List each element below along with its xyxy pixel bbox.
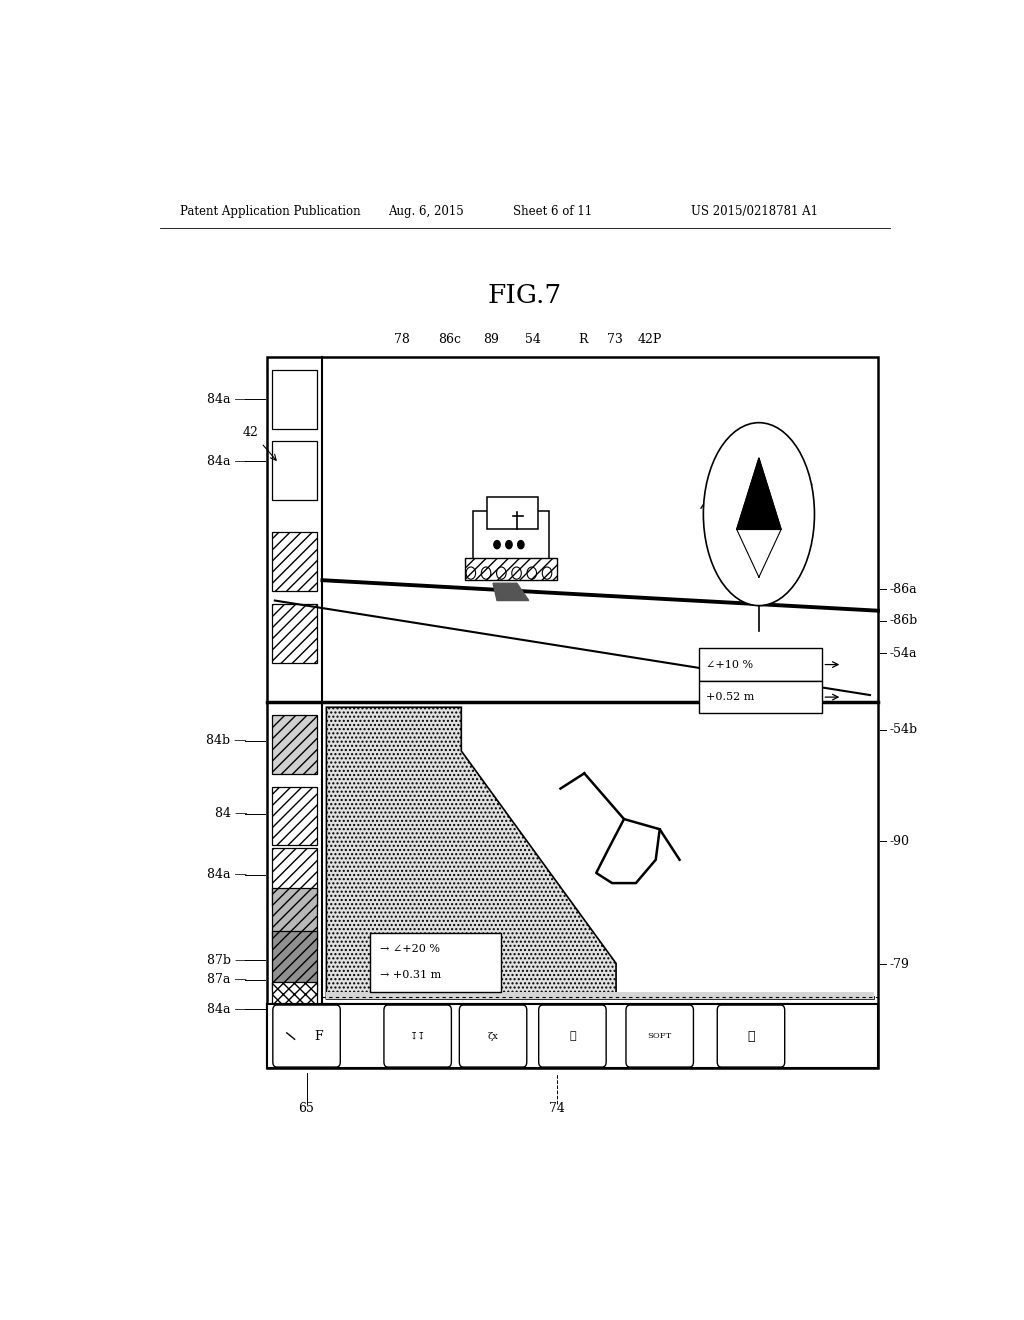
Polygon shape [736,529,781,577]
Bar [272,787,316,846]
Bar [473,511,549,560]
Text: F: F [314,1030,323,1043]
Bar [272,847,316,907]
Text: 84b —: 84b — [207,734,247,747]
Text: +0.52 m: +0.52 m [706,692,754,702]
Text: SOFT: SOFT [647,1032,672,1040]
Bar [272,370,316,429]
Bar [465,558,557,581]
Text: 84a —: 84a — [207,393,247,405]
Bar [267,1005,878,1068]
Text: 84a —: 84a — [207,455,247,467]
Bar [272,441,316,500]
Circle shape [506,541,512,549]
Text: 42P: 42P [638,333,663,346]
Text: 42: 42 [243,426,259,440]
Text: → ∠+20 %: → ∠+20 % [380,944,439,954]
Text: 87b —: 87b — [207,954,247,966]
Text: US 2015/0218781 A1: US 2015/0218781 A1 [691,205,818,218]
Text: -90: -90 [890,836,910,847]
Bar [327,991,873,999]
FancyBboxPatch shape [626,1005,693,1067]
Bar [272,982,316,1040]
Text: 78: 78 [394,333,410,346]
Bar [465,558,557,581]
Bar [267,1005,878,1068]
Text: ζx: ζx [487,1031,499,1040]
Text: 74: 74 [549,1102,564,1115]
Text: ∠+10 %: ∠+10 % [706,660,753,669]
FancyBboxPatch shape [539,1005,606,1067]
Text: 84a —: 84a — [207,869,247,882]
Polygon shape [736,458,781,529]
Text: 89: 89 [483,333,500,346]
Bar [267,356,878,1068]
Polygon shape [327,708,873,999]
Text: Aug. 6, 2015: Aug. 6, 2015 [388,205,464,218]
Bar [272,603,316,663]
Text: 87a —: 87a — [207,973,247,986]
Bar [486,496,539,529]
FancyBboxPatch shape [717,1005,784,1067]
Text: 86c: 86c [438,333,461,346]
Bar [272,931,316,990]
Text: -86b: -86b [890,614,919,627]
Text: -54a: -54a [890,647,918,660]
Circle shape [494,541,500,549]
Bar [699,681,822,713]
Text: FIG.7: FIG.7 [487,282,562,308]
Text: -79: -79 [890,958,909,972]
Text: Sheet 6 of 11: Sheet 6 of 11 [513,205,592,218]
Text: 73: 73 [607,333,624,346]
Polygon shape [494,583,528,601]
Ellipse shape [703,422,814,606]
Text: ↧↧: ↧↧ [410,1031,426,1040]
Bar [272,888,316,948]
Bar [699,648,822,681]
Bar [272,715,316,775]
Text: ✂: ✂ [569,1031,575,1041]
Text: 65: 65 [299,1102,314,1115]
Text: Patent Application Publication: Patent Application Publication [179,205,360,218]
Text: → +0.31 m: → +0.31 m [380,970,440,981]
Circle shape [518,541,524,549]
FancyBboxPatch shape [460,1005,526,1067]
Text: 84 —: 84 — [215,808,247,821]
Bar [272,532,316,591]
Text: 54: 54 [524,333,541,346]
Text: -54b: -54b [890,723,918,737]
FancyBboxPatch shape [384,1005,452,1067]
Text: R: R [579,333,588,346]
Text: 84a —: 84a — [207,1003,247,1015]
FancyBboxPatch shape [272,1005,340,1067]
Text: ☰: ☰ [748,1030,755,1043]
Text: -86a: -86a [890,583,918,595]
Bar [370,933,501,991]
